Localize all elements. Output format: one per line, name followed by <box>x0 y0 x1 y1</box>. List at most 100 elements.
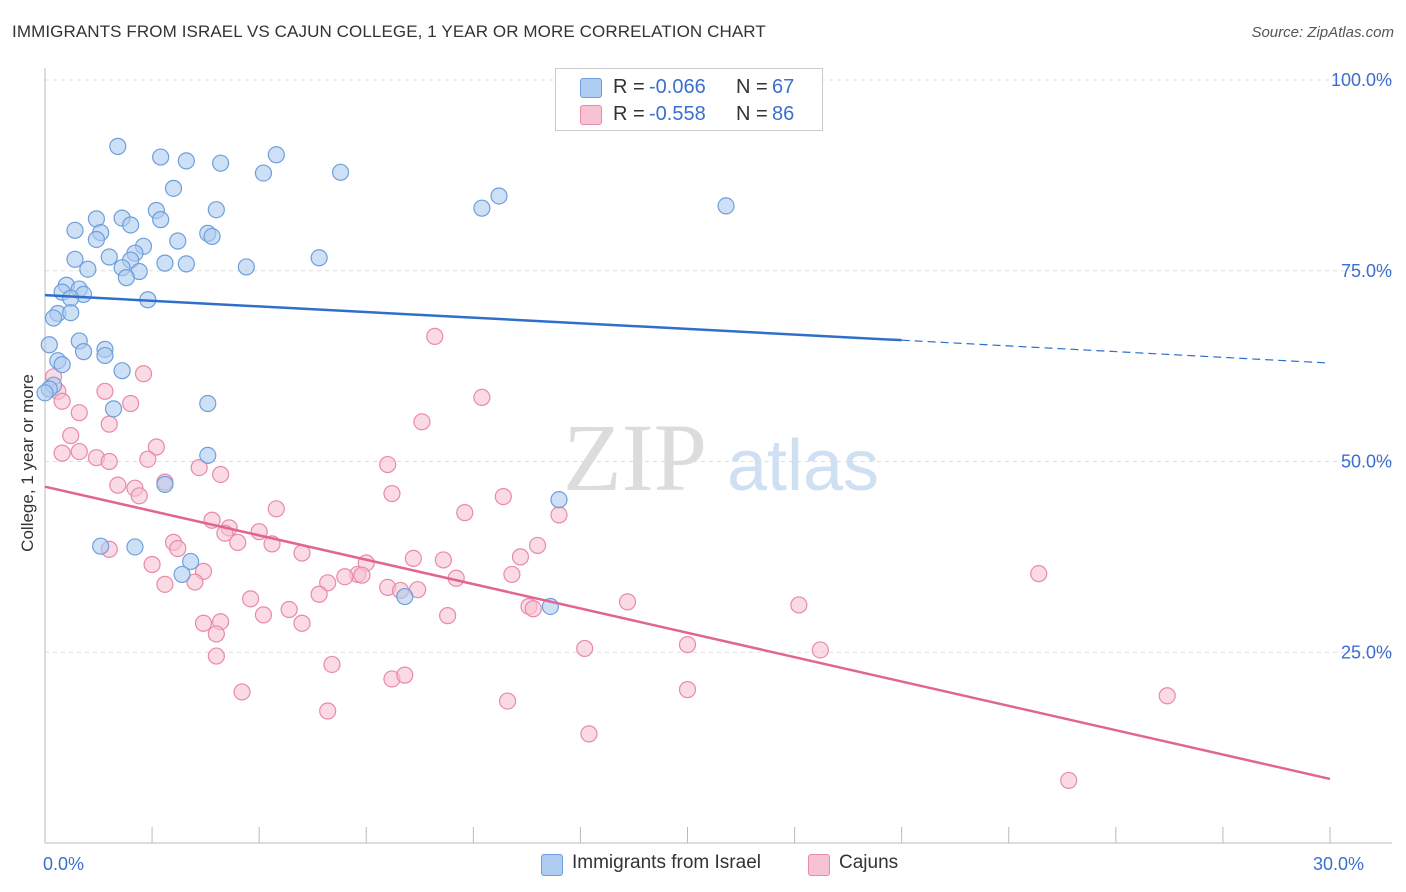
data-point <box>40 336 58 354</box>
data-point <box>580 725 598 743</box>
watermark-zip: ZIP <box>563 404 707 511</box>
data-point <box>790 596 808 614</box>
data-point <box>1030 565 1048 583</box>
data-point <box>229 533 247 551</box>
data-point <box>100 415 118 433</box>
data-point <box>207 201 225 219</box>
data-point <box>92 537 110 555</box>
data-point <box>177 152 195 170</box>
n-label: N = <box>736 76 768 98</box>
data-point <box>96 382 114 400</box>
legend-label: Immigrants from Israel <box>572 852 761 873</box>
data-point <box>113 362 131 380</box>
data-point <box>177 255 195 273</box>
israel-swatch <box>541 854 563 876</box>
data-point <box>53 392 71 410</box>
data-point <box>550 491 568 509</box>
data-point <box>62 426 80 445</box>
israel-trend-line <box>44 293 902 342</box>
data-point <box>319 702 337 720</box>
data-point <box>319 574 337 592</box>
data-point <box>199 446 217 464</box>
data-point <box>524 600 542 618</box>
data-point <box>207 625 225 643</box>
data-point <box>53 355 71 374</box>
data-point <box>456 504 474 522</box>
cajuns-swatch <box>808 854 830 876</box>
gridlines <box>45 79 1392 653</box>
y-tick-label: 100.0% <box>1331 70 1392 90</box>
data-point <box>199 394 217 413</box>
series-legend: Immigrants from Israel Cajuns <box>0 851 1406 879</box>
data-point <box>528 536 547 555</box>
n-value: 67 <box>772 76 795 98</box>
trend-lines <box>44 293 1331 781</box>
data-point <box>169 232 187 250</box>
r-label: R = <box>613 103 645 125</box>
data-point <box>434 551 452 569</box>
data-point <box>1060 771 1078 790</box>
n-value: 86 <box>772 103 795 125</box>
data-point <box>143 555 161 574</box>
data-point <box>186 573 204 591</box>
data-point <box>79 260 97 278</box>
legend-row-cajuns: R = -0.558 N = 86 <box>556 100 822 128</box>
data-point <box>254 606 273 624</box>
data-point <box>70 404 88 422</box>
data-point <box>310 585 328 603</box>
data-point <box>678 681 697 699</box>
data-point <box>267 500 285 518</box>
data-point <box>242 590 260 608</box>
data-point <box>126 538 144 556</box>
data-point <box>190 459 208 477</box>
data-point <box>550 506 568 524</box>
data-point <box>109 476 127 494</box>
data-point <box>66 221 84 239</box>
data-point <box>139 450 157 468</box>
data-point <box>62 304 80 322</box>
y-axis-label: College, 1 year or more <box>18 374 37 552</box>
cajuns-points <box>44 327 1176 790</box>
data-point <box>36 384 54 402</box>
data-point <box>404 549 422 568</box>
israel-points <box>36 137 735 616</box>
data-point <box>109 137 127 155</box>
data-point <box>576 639 594 658</box>
axes <box>44 68 1392 844</box>
data-point <box>678 636 697 654</box>
data-point <box>134 365 153 383</box>
israel-trend-extension <box>901 339 1331 364</box>
data-point <box>147 438 165 456</box>
data-point <box>494 487 512 506</box>
data-point <box>70 442 88 461</box>
data-point <box>62 289 80 307</box>
data-point <box>511 548 530 566</box>
y-tick-label: 50.0% <box>1341 452 1392 472</box>
data-point <box>439 607 457 625</box>
data-point <box>383 484 401 503</box>
cajuns-swatch <box>580 105 602 125</box>
data-point <box>104 400 123 418</box>
legend-label: Cajuns <box>839 852 899 873</box>
data-point <box>207 647 225 665</box>
data-point <box>267 146 285 164</box>
y-tick-label: 25.0% <box>1341 642 1392 662</box>
data-point <box>293 614 311 632</box>
data-point <box>152 211 170 229</box>
data-point <box>331 163 350 181</box>
data-point <box>156 575 174 593</box>
data-point <box>100 452 118 471</box>
x-tick-label: 0.0% <box>43 854 84 874</box>
data-point <box>100 248 118 266</box>
data-point <box>323 655 341 674</box>
data-point <box>44 309 63 327</box>
data-point <box>426 327 444 345</box>
r-value: -0.558 <box>649 103 706 125</box>
data-point <box>353 566 371 584</box>
watermark: ZIP atlas <box>563 404 879 511</box>
data-point <box>182 552 200 571</box>
legend-row-israel: R = -0.066 N = 67 <box>556 73 822 101</box>
data-point <box>473 388 491 407</box>
x-tick-label: 30.0% <box>1313 854 1364 874</box>
